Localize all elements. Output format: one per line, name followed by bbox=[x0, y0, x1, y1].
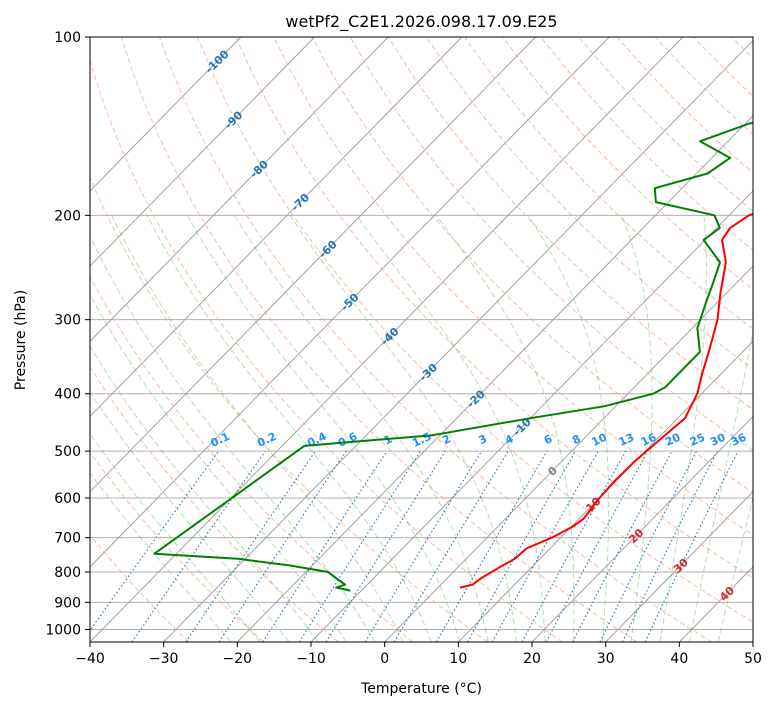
dry-adiabat-line bbox=[120, 37, 638, 642]
mixing-ratio-line bbox=[185, 450, 316, 642]
isotherm-line bbox=[90, 37, 684, 642]
x-axis-label: Temperature (°C) bbox=[360, 681, 482, 697]
sounding-traces bbox=[153, 121, 753, 592]
isotherm-line bbox=[605, 491, 753, 642]
x-tick-label: 30 bbox=[597, 651, 615, 667]
moist-adiabat-line bbox=[234, 215, 489, 642]
mixing-ratio-line bbox=[90, 450, 220, 632]
mixing-ratio-line bbox=[599, 450, 698, 642]
x-tick-label: 50 bbox=[744, 651, 762, 667]
mixing-ratio-line bbox=[298, 450, 422, 642]
moist-adiabat-line bbox=[90, 234, 376, 642]
mixing-ratio-label: 30 bbox=[708, 431, 728, 449]
y-tick-label: 1000 bbox=[45, 622, 81, 638]
mixing-ratio-label: 10 bbox=[590, 431, 610, 449]
mixing-ratio-label: 13 bbox=[617, 431, 636, 449]
moist-adiabat-line bbox=[90, 432, 261, 642]
moist-adiabat-line bbox=[527, 215, 610, 642]
x-tick-label: 0 bbox=[380, 651, 389, 667]
moist-adiabat-line bbox=[659, 215, 708, 642]
dry-adiabat-line bbox=[90, 275, 414, 642]
y-tick-label: 200 bbox=[54, 208, 81, 224]
y-tick-label: 700 bbox=[54, 531, 81, 547]
dry-adiabat-line bbox=[502, 37, 753, 290]
moist-adiabat-line bbox=[717, 496, 753, 642]
x-tick-label: −20 bbox=[223, 651, 253, 667]
dry-adiabat-line bbox=[273, 37, 753, 536]
mixing-ratio-label: 20 bbox=[663, 431, 683, 449]
mixing-ratio-line bbox=[218, 450, 347, 642]
mixing-ratio-line bbox=[364, 450, 483, 642]
y-tick-label: 900 bbox=[54, 595, 81, 611]
dry-adiabat-line bbox=[311, 37, 753, 494]
chart-title: wetPf2_C2E1.2026.098.17.09.E25 bbox=[285, 12, 557, 32]
y-tick-label: 100 bbox=[54, 30, 81, 46]
isotherm-line bbox=[163, 39, 753, 642]
x-tick-label: 20 bbox=[523, 651, 541, 667]
mixing-ratio-line bbox=[621, 450, 718, 642]
dry-adiabat-line bbox=[464, 37, 753, 330]
mixing-ratio-label: 36 bbox=[729, 431, 749, 449]
y-tick-label: 400 bbox=[54, 387, 81, 403]
isotherm-line bbox=[90, 37, 610, 568]
moist-adiabat-line bbox=[187, 215, 461, 642]
isotherm-line bbox=[531, 415, 753, 642]
temperature-trace bbox=[459, 212, 753, 589]
moist-adiabat-line bbox=[146, 215, 432, 642]
mixing-ratio-label: 25 bbox=[688, 431, 707, 449]
dry-adiabat-line bbox=[387, 37, 753, 411]
isotherm-line bbox=[384, 265, 753, 642]
mixing-ratio-line bbox=[467, 450, 577, 642]
y-axis-label: Pressure (hPa) bbox=[13, 290, 29, 390]
moist-adiabat-line bbox=[111, 215, 404, 642]
y-tick-label: 300 bbox=[54, 313, 81, 329]
moist-adiabat-line bbox=[90, 390, 290, 642]
isotherm-line bbox=[237, 115, 753, 642]
dry-adiabat-line bbox=[158, 37, 712, 642]
dry-adiabat-line bbox=[197, 37, 753, 623]
isotherm-line bbox=[90, 37, 315, 267]
mixing-ratio-line bbox=[545, 450, 649, 642]
x-tick-label: 40 bbox=[670, 651, 688, 667]
isotherm-line bbox=[458, 340, 753, 642]
x-tick-label: 10 bbox=[449, 651, 467, 667]
isotherm-line bbox=[90, 37, 242, 192]
mixing-ratio-line bbox=[131, 450, 266, 642]
moist-adiabat-line bbox=[90, 471, 232, 642]
moist-adiabat-line bbox=[90, 293, 347, 642]
dry-adiabat-line bbox=[235, 37, 753, 579]
y-tick-label: 800 bbox=[54, 565, 81, 581]
moist-adiabat-line bbox=[435, 215, 575, 642]
dry-adiabat-line bbox=[90, 534, 190, 642]
y-tick-label: 500 bbox=[54, 444, 81, 460]
dewpoint-trace bbox=[153, 121, 753, 592]
mixing-ratio-line bbox=[262, 450, 388, 642]
background-lines bbox=[90, 37, 753, 642]
axes: −40 −30 −20 −10 0 10 20 30 40 50 100 200 300 400 500 60… bbox=[45, 30, 762, 667]
isotherm-line bbox=[90, 37, 536, 493]
x-tick-label: −40 bbox=[75, 651, 105, 667]
x-tick-label: −30 bbox=[149, 651, 179, 667]
moist-adiabat-line bbox=[621, 215, 653, 642]
isotherm-line bbox=[90, 37, 463, 418]
isotherm-line bbox=[90, 37, 389, 342]
mixing-ratio-line bbox=[491, 450, 599, 642]
isotherm-line bbox=[310, 190, 753, 642]
dry-adiabat-line bbox=[90, 366, 339, 642]
moist-adiabat-line bbox=[90, 344, 319, 642]
moist-adiabat-line bbox=[688, 328, 753, 642]
mixing-ratio-line bbox=[521, 450, 627, 642]
moist-adiabat-line bbox=[289, 215, 517, 642]
y-tick-label: 600 bbox=[54, 491, 81, 507]
x-tick-label: −10 bbox=[296, 651, 326, 667]
moist-adiabat-line bbox=[356, 215, 546, 642]
dry-adiabat-line bbox=[90, 58, 563, 642]
plot-frame bbox=[89, 36, 754, 643]
